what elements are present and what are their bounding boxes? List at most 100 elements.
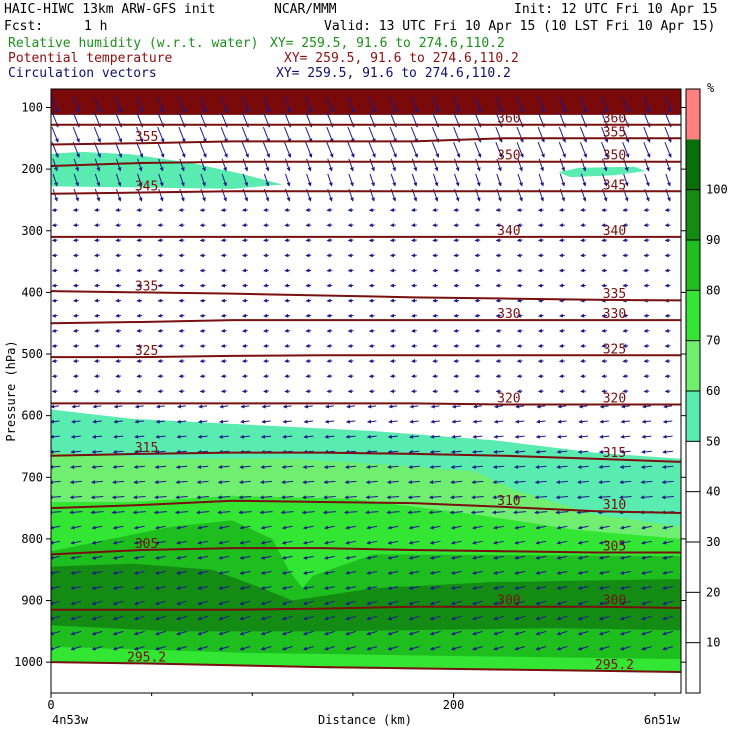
- wind-vector: [199, 96, 207, 113]
- wind-vector: [92, 419, 102, 424]
- wind-vector: [368, 283, 375, 288]
- wind-vector: [51, 646, 61, 651]
- wind-vector: [622, 359, 629, 364]
- wind-vector: [323, 480, 336, 485]
- wind-vector: [390, 268, 396, 273]
- wind-vector: [72, 238, 79, 243]
- wind-vector: [644, 173, 650, 187]
- wind-vector: [176, 525, 187, 530]
- wind-vector: [453, 313, 460, 318]
- wind-vector: [157, 359, 164, 364]
- wind-vector: [176, 419, 187, 424]
- wind-vector: [428, 495, 442, 500]
- wind-vector: [324, 646, 335, 651]
- wind-vector: [73, 173, 80, 187]
- wind-vector: [197, 465, 209, 469]
- wind-vector: [284, 253, 291, 258]
- wind-vector: [69, 510, 83, 515]
- wind-vector: [537, 343, 544, 348]
- wind-vector: [662, 540, 674, 545]
- wind-vector: [347, 238, 354, 243]
- wind-vector: [601, 142, 609, 158]
- wind-vector: [176, 585, 187, 590]
- wind-vector: [453, 268, 460, 273]
- wind-vector: [495, 313, 502, 318]
- wind-vector: [492, 465, 505, 469]
- wind-vector: [559, 238, 565, 243]
- wind-vector: [471, 495, 484, 500]
- wind-vector: [94, 208, 100, 213]
- wind-vector: [263, 328, 269, 333]
- wind-vector: [430, 434, 441, 439]
- wind-vector: [155, 585, 166, 590]
- x-tick-label: 200: [443, 698, 465, 712]
- wind-vector: [388, 419, 398, 424]
- wind-vector: [517, 173, 523, 187]
- wind-vector: [408, 465, 420, 469]
- wind-vector: [429, 449, 441, 454]
- wind-vector: [577, 480, 590, 485]
- wind-vector: [344, 465, 357, 469]
- wind-vector: [535, 465, 547, 469]
- wind-vector: [284, 374, 291, 379]
- wind-vector: [262, 96, 270, 113]
- wind-vector: [387, 449, 399, 454]
- wind-vector: [619, 555, 631, 560]
- wind-vector: [91, 646, 103, 651]
- wind-vector: [136, 96, 144, 113]
- theta-contour-345: [51, 190, 681, 195]
- wind-vector: [158, 173, 164, 187]
- y-tick-label: 1000: [14, 655, 43, 669]
- wind-vector: [154, 495, 167, 500]
- wind-vector: [432, 328, 438, 333]
- wind-vector: [347, 298, 354, 303]
- wind-vector: [263, 389, 269, 394]
- wind-vector: [281, 525, 293, 530]
- wind-vector: [133, 570, 145, 575]
- wind-vector: [240, 404, 250, 409]
- wind-vector: [662, 419, 673, 424]
- wind-vector: [326, 343, 333, 348]
- wind-vector: [93, 96, 101, 113]
- wind-vector: [622, 96, 630, 113]
- wind-vector: [324, 600, 335, 606]
- wind-vector: [450, 495, 463, 500]
- wind-vector: [432, 313, 438, 318]
- wind-vector: [641, 600, 652, 606]
- wind-vector: [368, 253, 375, 258]
- wind-vector: [239, 525, 251, 530]
- colorbar-level-label: 30: [706, 535, 720, 549]
- wind-vector: [559, 313, 565, 318]
- wind-vector: [239, 570, 251, 575]
- wind-vector: [281, 646, 293, 651]
- wind-vector: [157, 238, 164, 243]
- theta-label-325: 325: [135, 344, 158, 359]
- wind-vector: [644, 158, 650, 172]
- wind-vector: [577, 540, 589, 545]
- wind-vector: [559, 268, 565, 273]
- wind-vector: [345, 630, 357, 636]
- wind-vector: [241, 126, 249, 143]
- wind-vector: [347, 208, 354, 213]
- wind-vector: [598, 570, 610, 575]
- wind-vector: [432, 374, 438, 379]
- wind-vector: [664, 253, 671, 258]
- wind-vector: [136, 374, 143, 379]
- wind-vector: [474, 208, 481, 213]
- wind-vector: [559, 374, 565, 379]
- wind-vector: [516, 374, 523, 379]
- wind-vector: [345, 600, 357, 606]
- wind-vector: [51, 434, 60, 439]
- wind-vector: [366, 570, 378, 575]
- wind-vector: [411, 208, 417, 213]
- wind-vector: [178, 96, 186, 113]
- wind-vector: [136, 208, 143, 213]
- wind-vector: [72, 374, 79, 379]
- wind-vector: [324, 419, 335, 424]
- theta-contour-325: [51, 354, 681, 359]
- wind-vector: [302, 480, 315, 485]
- wind-vector: [516, 359, 523, 364]
- wind-vector: [662, 585, 674, 590]
- wind-vector: [555, 480, 568, 485]
- wind-vector: [387, 630, 399, 636]
